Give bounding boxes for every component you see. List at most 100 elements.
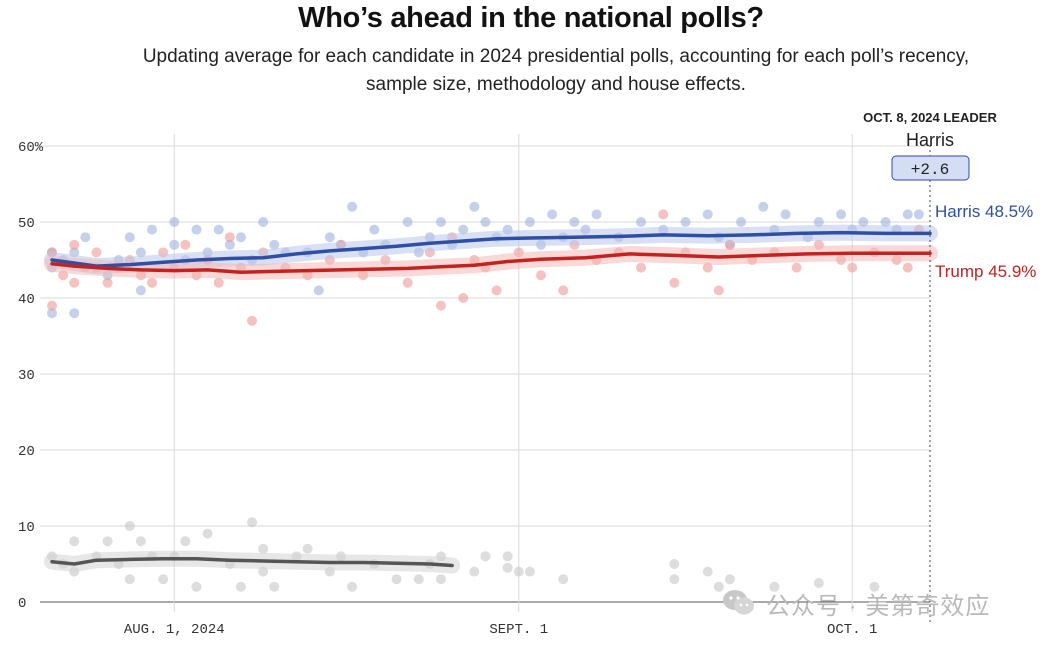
- other-poll-dot: [869, 581, 880, 592]
- trump-poll-dot: [902, 262, 913, 273]
- harris-poll-dot: [902, 209, 913, 220]
- label-layer: Harris 48.5% Trump 45.9%: [935, 202, 1036, 281]
- harris-poll-dot: [469, 201, 480, 212]
- trump-poll-dot: [102, 277, 113, 288]
- harris-poll-dot: [736, 217, 747, 227]
- harris-poll-dot: [569, 217, 580, 227]
- trump-poll-dot: [147, 277, 158, 288]
- trend-band-layer: [44, 224, 938, 574]
- harris-poll-dot: [880, 217, 891, 227]
- other-poll-dot: [258, 566, 269, 577]
- watermark: 公众号 · 美第奇效应: [722, 585, 990, 621]
- y-tick-label: 20: [18, 444, 35, 460]
- harris-poll-dot: [47, 308, 57, 319]
- other-poll-dot: [480, 551, 491, 562]
- other-poll-dot: [669, 574, 680, 585]
- other-poll-dot: [347, 581, 358, 592]
- subtitle-line-1: Updating average for each candidate in 2…: [142, 46, 970, 67]
- other-poll-dot: [502, 551, 513, 562]
- harris-poll-dot: [169, 217, 180, 227]
- trump-poll-dot: [791, 262, 802, 273]
- harris-poll-dot: [80, 232, 91, 243]
- harris-end-label: Harris 48.5%: [935, 202, 1033, 221]
- trump-poll-dot: [47, 300, 57, 311]
- trump-poll-dot: [69, 277, 80, 288]
- chart-title: Who’s ahead in the national polls?: [298, 2, 764, 34]
- other-poll-dot: [235, 581, 246, 592]
- trump-poll-dot: [180, 239, 191, 250]
- harris-poll-dot: [480, 217, 491, 227]
- harris-poll-dot: [858, 217, 869, 227]
- harris-poll-dot: [547, 209, 558, 220]
- harris-poll-dot: [836, 209, 847, 220]
- other-poll-dot: [813, 578, 824, 588]
- leader-name: Harris: [906, 130, 954, 150]
- chart-subtitle: Updating average for each candidate in 2…: [80, 43, 1032, 99]
- harris-poll-dot: [69, 308, 80, 319]
- harris-poll-dot: [235, 232, 246, 243]
- other-poll-dot: [391, 574, 402, 585]
- harris-poll-dot: [269, 239, 280, 250]
- watermark-text: 公众号 · 美第奇效应: [766, 592, 991, 620]
- harris-poll-dot: [813, 217, 824, 227]
- trump-poll-dot: [402, 277, 413, 288]
- trump-poll-dot: [435, 300, 446, 311]
- harris-poll-dot: [913, 209, 924, 220]
- trump-poll-dot: [458, 293, 469, 303]
- harris-poll-dot: [402, 217, 413, 227]
- other-poll-dot: [258, 543, 269, 554]
- other-poll-dot: [302, 543, 313, 554]
- harris-poll-dot: [780, 209, 791, 220]
- leader-margin: +2.6: [911, 161, 949, 179]
- trump-poll-dot: [69, 239, 80, 250]
- trump-poll-dot: [636, 262, 647, 273]
- y-tick-label: 30: [18, 368, 35, 384]
- other-poll-dot: [269, 581, 280, 592]
- other-poll-dot: [202, 528, 213, 539]
- wechat-icon: [722, 588, 756, 618]
- other-poll-dot: [247, 517, 258, 528]
- harris-poll-dot: [135, 247, 146, 258]
- trump-poll-dot: [536, 270, 547, 281]
- trump-poll-dot: [558, 285, 569, 296]
- y-tick-label: 50: [18, 216, 35, 232]
- x-tick-label: OCT. 1: [827, 622, 877, 638]
- other-poll-dot: [558, 574, 569, 585]
- harris-poll-dot: [169, 239, 180, 250]
- harris-poll-dot: [313, 285, 324, 296]
- y-tick-label: 0: [18, 596, 26, 612]
- harris-poll-dot: [458, 224, 469, 235]
- other-poll-dot: [769, 581, 780, 592]
- harris-poll-dot: [324, 232, 335, 243]
- harris-poll-dot: [435, 217, 446, 227]
- other-poll-dot: [180, 536, 191, 547]
- harris-poll-dot: [258, 217, 269, 227]
- other-poll-dot: [191, 581, 202, 592]
- trump-poll-dot: [702, 262, 713, 273]
- other-poll-dot: [435, 574, 446, 585]
- harris-poll-dot: [369, 224, 380, 235]
- grid-layer: 0 10 20 30 40 50 60% AUG. 1, 2024 SEPT. 1 OCT. 1: [18, 134, 930, 638]
- harris-poll-dot: [191, 224, 202, 235]
- other-poll-dot: [158, 574, 169, 585]
- harris-poll-dot: [213, 224, 224, 235]
- other-poll-dot: [135, 536, 146, 547]
- other-poll-dot: [413, 574, 424, 585]
- trump-poll-dot: [658, 209, 669, 220]
- trump-poll-dot: [669, 277, 680, 288]
- harris-poll-dot: [524, 217, 535, 227]
- harris-poll-dot: [680, 217, 691, 227]
- harris-poll-dot: [636, 217, 647, 227]
- leader-heading: OCT. 8, 2024 LEADER: [863, 110, 997, 125]
- subtitle-line-2: sample size, methodology and house effec…: [366, 74, 746, 95]
- x-tick-label: AUG. 1, 2024: [124, 622, 225, 638]
- other-poll-dot: [102, 536, 113, 547]
- other-poll-dot: [502, 562, 513, 573]
- harris-poll-dot: [124, 232, 135, 243]
- trend-line-layer: [50, 230, 932, 568]
- other-poll-dot: [69, 536, 80, 547]
- other-poll-dot: [713, 581, 724, 592]
- trump-end-label: Trump 45.9%: [935, 262, 1036, 281]
- other-poll-dot: [724, 574, 735, 585]
